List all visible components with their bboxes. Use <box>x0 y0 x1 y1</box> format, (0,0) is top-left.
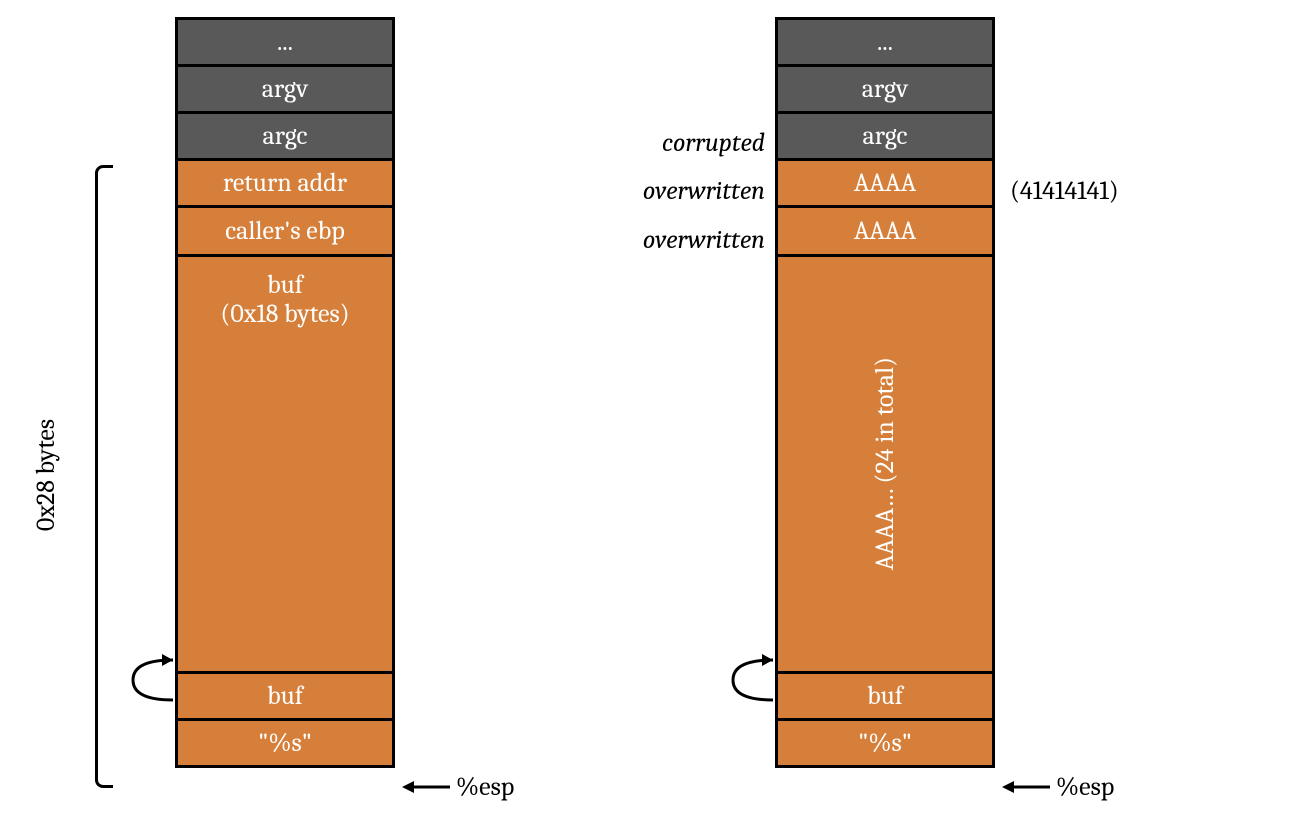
arrow-left-icon <box>402 777 452 797</box>
right-cell-fmt: "%s" <box>778 718 992 768</box>
right-cell-buf-big: AAAA… (24 in total) <box>778 254 992 674</box>
right-cell-argc: argc <box>778 111 992 161</box>
loop-arrow-icon <box>718 648 778 708</box>
right-stack-diagram: ... argv argc AAAA AAAA AAAA… (24 in tot… <box>775 20 995 768</box>
cell-label: "%s" <box>856 727 914 760</box>
cell-label: return addr <box>221 167 349 200</box>
cell-label: argv <box>260 73 311 106</box>
esp-label: %esp <box>456 772 514 802</box>
left-cell-return-addr: return addr <box>178 158 392 208</box>
esp-label: %esp <box>1056 772 1114 802</box>
size-bracket <box>95 165 113 788</box>
cell-label: buf (0x18 bytes) <box>218 269 351 330</box>
left-cell-fmt: "%s" <box>178 718 392 768</box>
left-cell-dots: ... <box>178 17 392 67</box>
note-corrupted: corrupted <box>640 128 765 158</box>
cell-label: caller's ebp <box>223 215 347 248</box>
right-cell-aaaa-ebp: AAAA <box>778 205 992 257</box>
right-cell-aaaa-ret: AAAA <box>778 158 992 208</box>
esp-pointer-right: %esp <box>1002 772 1114 802</box>
left-stack-diagram: ... argv argc return addr caller's ebp b… <box>175 20 395 768</box>
cell-label: "%s" <box>256 727 314 760</box>
size-bracket-label: 0x28 bytes <box>31 419 61 531</box>
left-cell-argv: argv <box>178 64 392 114</box>
cell-label: argc <box>861 120 910 153</box>
cell-label: AAAA <box>852 167 918 200</box>
loop-arrow-icon <box>118 648 178 708</box>
left-cell-argc: argc <box>178 111 392 161</box>
cell-label: buf <box>265 680 305 713</box>
left-cell-buf: buf <box>178 671 392 721</box>
cell-label: ... <box>875 26 895 59</box>
cell-label: buf <box>865 680 905 713</box>
esp-pointer-left: %esp <box>402 772 514 802</box>
right-cell-argv: argv <box>778 64 992 114</box>
right-cell-buf: buf <box>778 671 992 721</box>
cell-label: argc <box>261 120 310 153</box>
arrow-left-icon <box>1002 777 1052 797</box>
note-hex: (41414141) <box>1010 176 1119 206</box>
left-cell-callers-ebp: caller's ebp <box>178 205 392 257</box>
right-stack: ... argv argc AAAA AAAA AAAA… (24 in tot… <box>775 17 995 768</box>
cell-label: ... <box>275 26 295 59</box>
right-cell-dots: ... <box>778 17 992 67</box>
cell-label: argv <box>860 73 911 106</box>
cell-label: AAAA <box>852 215 918 248</box>
left-stack: ... argv argc return addr caller's ebp b… <box>175 17 395 768</box>
left-cell-buf-big: buf (0x18 bytes) <box>178 254 392 674</box>
cell-label: AAAA… (24 in total) <box>869 355 902 572</box>
note-overwritten-2: overwritten <box>615 225 765 255</box>
note-overwritten-1: overwritten <box>615 176 765 206</box>
